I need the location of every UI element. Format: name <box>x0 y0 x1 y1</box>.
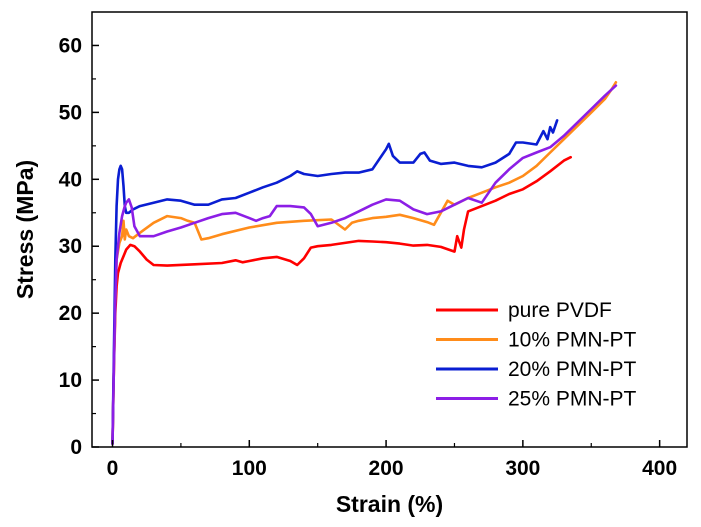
series-line-4 <box>111 84 618 446</box>
y-tick-label: 60 <box>59 34 82 57</box>
x-tick-label: 0 <box>107 457 119 480</box>
legend: pure PVDF 10% PMN-PT 20% PMN-PT 25% PMN-PT <box>436 299 637 411</box>
legend-label: pure PVDF <box>508 299 612 322</box>
legend-label: 10% PMN-PT <box>508 329 637 352</box>
x-tick-label: 200 <box>369 457 404 480</box>
series-line-3 <box>111 119 559 446</box>
y-tick-label: 20 <box>59 302 82 325</box>
plot-frame <box>91 11 688 448</box>
y-tick-label: 50 <box>59 101 82 124</box>
y-tick-label: 40 <box>59 168 82 191</box>
axes-layer: 0 100 200 300 400 0 10 20 30 40 50 60 <box>59 34 678 480</box>
x-tick-label: 300 <box>505 457 540 480</box>
legend-label: 25% PMN-PT <box>508 388 637 411</box>
legend-label: 20% PMN-PT <box>508 358 637 381</box>
x-tick-label: 400 <box>642 457 677 480</box>
series-line-2 <box>111 81 618 446</box>
series-layer <box>111 81 618 446</box>
x-axis-title: Strain (%) <box>336 491 443 517</box>
series-line-1 <box>111 155 573 446</box>
x-tick-label: 100 <box>232 457 267 480</box>
y-tick-label: 10 <box>59 369 82 392</box>
y-axis-title: Stress (MPa) <box>12 160 38 299</box>
y-tick-label: 30 <box>59 235 82 258</box>
y-tick-label: 0 <box>70 436 82 459</box>
